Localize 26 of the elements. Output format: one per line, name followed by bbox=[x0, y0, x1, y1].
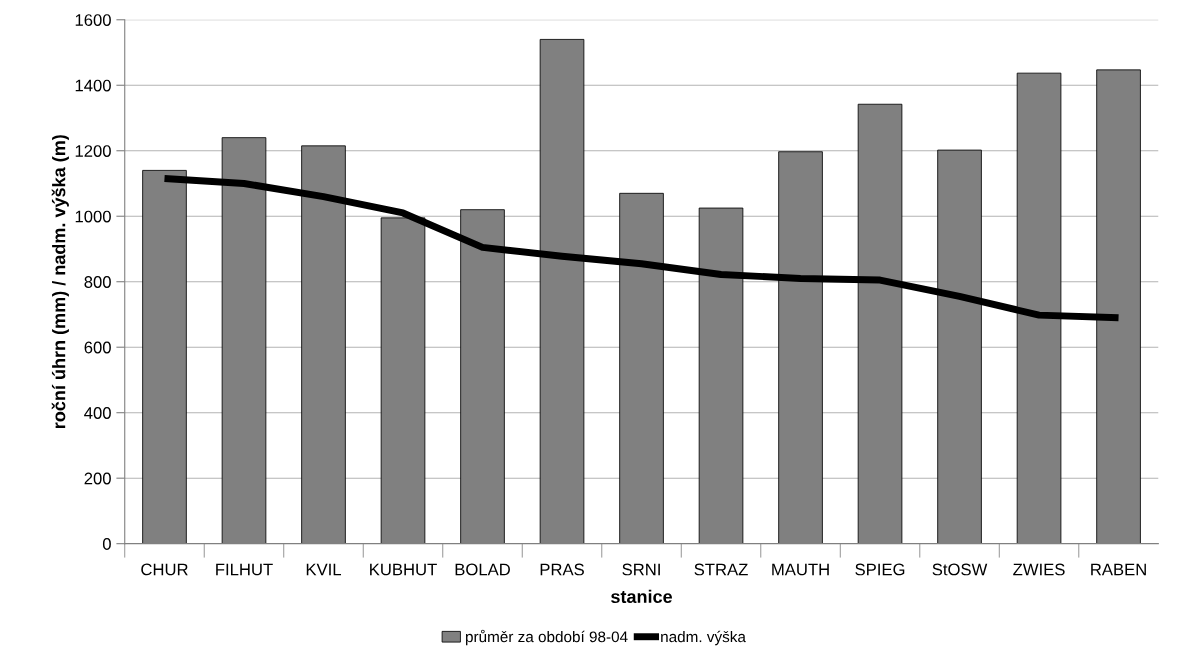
y-tick-label: 1000 bbox=[75, 210, 111, 223]
legend-label: nadm. výška bbox=[661, 630, 746, 646]
x-tick-label: KUBHUT bbox=[370, 563, 437, 576]
y-tick-label: 400 bbox=[84, 407, 111, 419]
x-tick-label: STRAZ bbox=[694, 563, 748, 576]
x-tick-label: CHUR bbox=[141, 563, 188, 576]
x-axis-title: stanice bbox=[611, 589, 673, 604]
y-tick-label: 800 bbox=[84, 276, 111, 288]
y-tick-label: 600 bbox=[84, 341, 111, 354]
y-tick-label: 200 bbox=[84, 472, 111, 485]
y-tick-label: 0 bbox=[102, 538, 111, 550]
x-tick-label: SRNI bbox=[622, 563, 660, 576]
x-tick-label: ZWIES bbox=[1013, 563, 1065, 576]
x-tick-label: KVIL bbox=[306, 563, 342, 576]
x-tick-label: RABEN bbox=[1091, 563, 1146, 576]
legend-label: průměr za období 98-04 bbox=[466, 629, 628, 646]
y-axis-title: roční úhrn (mm) / nadm. výška (m) bbox=[51, 135, 69, 429]
x-tick-label: PRAS bbox=[540, 563, 584, 576]
x-tick-label: MAUTH bbox=[772, 563, 829, 576]
y-tick-label: 1600 bbox=[75, 14, 111, 26]
x-tick-label: BOLAD bbox=[455, 563, 510, 576]
x-tick-label: FILHUT bbox=[216, 563, 273, 576]
x-tick-label: SPIEG bbox=[855, 563, 905, 576]
x-tick-label: StOSW bbox=[932, 563, 988, 576]
y-tick-label: 1400 bbox=[75, 79, 111, 92]
y-tick-label: 1200 bbox=[75, 145, 111, 157]
